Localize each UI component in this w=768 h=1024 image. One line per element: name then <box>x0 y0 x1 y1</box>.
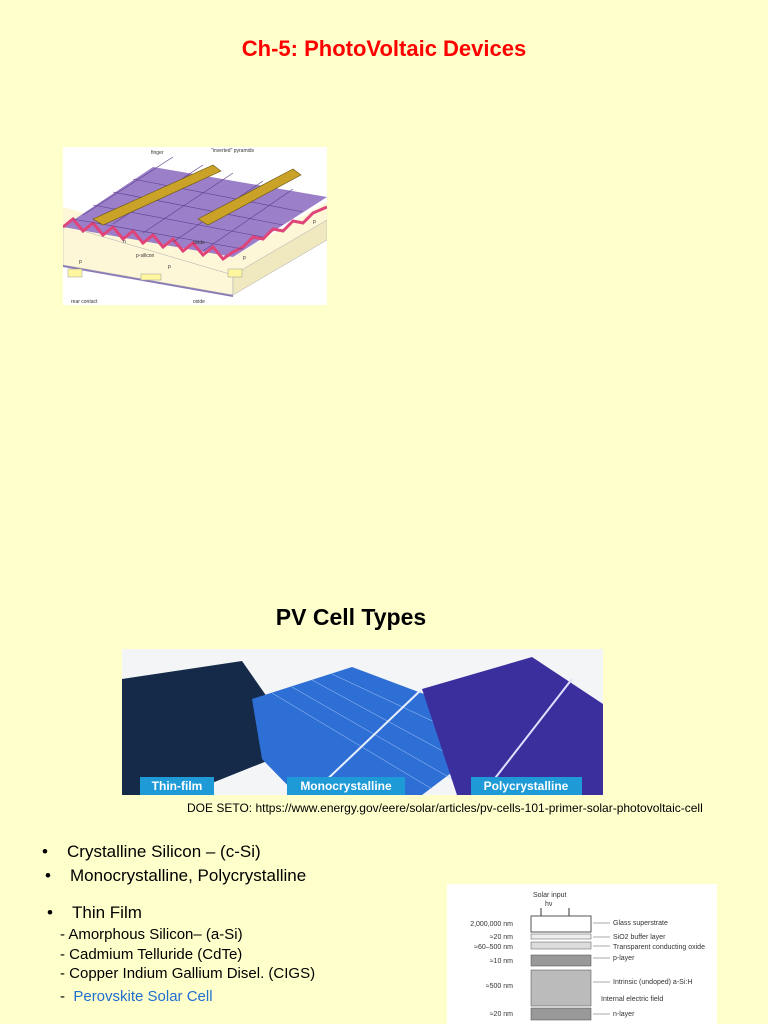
label: 2,000,000 nm <box>470 921 513 928</box>
bullet: Thin Film <box>47 903 142 923</box>
label: finger <box>151 150 164 156</box>
label: Transparent conducting oxide <box>613 944 705 951</box>
sub-line: - Copper Indium Gallium Disel. (CIGS) <box>60 965 316 982</box>
link[interactable]: Perovskite Solar Cell <box>73 988 213 1005</box>
label: p <box>168 264 171 270</box>
solar-cell-diagram: finger "inverted" pyramids p-silicon oxi… <box>63 147 327 305</box>
label: hν <box>545 901 553 908</box>
bullet: Crystalline Silicon – (c-Si) <box>42 842 261 862</box>
label: Internal electric field <box>601 996 663 1003</box>
label: p <box>243 255 246 261</box>
label: Solar input <box>533 892 567 899</box>
label: p <box>313 219 316 225</box>
label: Monocrystalline <box>300 779 392 793</box>
sub-line: - Amorphous Silicon– (a-Si) <box>60 926 243 943</box>
sub-line: Monocrystalline, Polycrystalline <box>45 866 306 886</box>
label: n-layer <box>613 1011 635 1018</box>
label: p-silicon <box>136 253 155 259</box>
label: p-layer <box>613 955 635 962</box>
label: oxide <box>193 240 205 246</box>
caption: DOE SETO: https://www.energy.gov/eere/so… <box>187 801 703 815</box>
label: Glass superstrate <box>613 920 668 927</box>
label: ≈20 nm <box>490 934 513 941</box>
label: SiO2 buffer layer <box>613 934 666 941</box>
label: Intrinsic (undoped) a-Si:H <box>613 979 692 986</box>
thin-film-diagram: Solar input hν 2,000,000 nm ≈20 nm ≈60–5… <box>447 884 717 1024</box>
title: Ch-5: PhotoVoltaic Devices <box>241 36 527 61</box>
label: ≈500 nm <box>486 983 513 990</box>
label: oxide <box>193 299 205 305</box>
label: n <box>123 239 126 245</box>
prefix: - <box>60 988 74 1005</box>
label: ≈10 nm <box>490 958 513 965</box>
section-title: PV Cell Types <box>275 604 427 630</box>
label: Thin-film <box>152 779 203 793</box>
sub-line: - Cadmium Telluride (CdTe) <box>60 946 243 963</box>
sub-line: - Perovskite Solar Cell <box>60 988 213 1005</box>
pv-cell-types-image: Thin-film Monocrystalline Polycrystallin… <box>122 649 603 795</box>
label: Polycrystalline <box>484 779 569 793</box>
label: rear contact <box>71 299 98 305</box>
label: ≈20 nm <box>490 1011 513 1018</box>
label: p <box>79 259 82 265</box>
label: "inverted" pyramids <box>211 148 255 154</box>
label: ≈60–500 nm <box>474 944 513 951</box>
